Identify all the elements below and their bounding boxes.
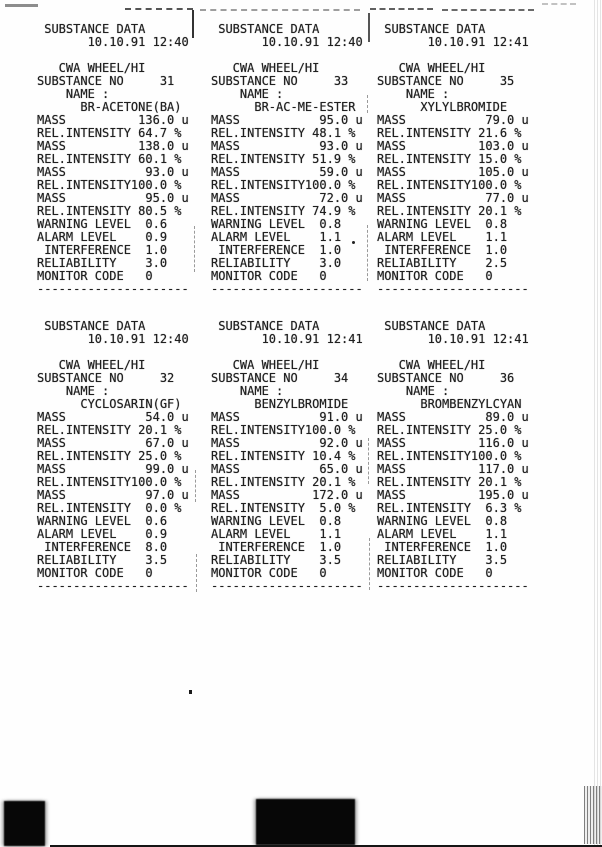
- printout-substance-36: SUBSTANCE DATA 10.10.91 12:41 CWA WHEEL/…: [377, 319, 529, 593]
- registration-mark-left: [4, 801, 45, 846]
- scan-fold-line-top-b: [200, 9, 360, 11]
- scan-noise-bottom-right: [584, 786, 602, 844]
- bottom-scan-line: [50, 845, 602, 847]
- page-separator-1-mid: [194, 226, 195, 272]
- page-separator-2-d: [369, 538, 370, 590]
- page-separator-1-low: [195, 470, 196, 502]
- scan-dots-top-right: [542, 3, 576, 5]
- scan-fold-line-top-d: [442, 9, 534, 11]
- scan-fold-line-top-c: [370, 8, 433, 10]
- scan-fold-line-top-a: [125, 8, 193, 10]
- registration-mark-center: [256, 799, 355, 845]
- printout-substance-35: SUBSTANCE DATA 10.10.91 12:41 CWA WHEEL/…: [377, 22, 529, 296]
- page-separator-2-c: [368, 438, 369, 484]
- printout-substance-34: SUBSTANCE DATA 10.10.91 12:41 CWA WHEEL/…: [211, 319, 363, 593]
- speck-artifact: [189, 690, 192, 694]
- printout-substance-33: SUBSTANCE DATA 10.10.91 12:40 CWA WHEEL/…: [211, 22, 363, 296]
- page-separator-2-top: [368, 13, 370, 42]
- scan-noise-right-edge: [594, 0, 602, 847]
- scan-mark-top-left: [5, 4, 38, 7]
- page-separator-1-top: [192, 10, 194, 38]
- page-separator-1-bottom: [196, 554, 197, 592]
- printout-substance-31: SUBSTANCE DATA 10.10.91 12:40 CWA WHEEL/…: [37, 22, 189, 296]
- page-separator-2-b: [367, 225, 368, 281]
- printout-substance-32: SUBSTANCE DATA 10.10.91 12:40 CWA WHEEL/…: [37, 319, 189, 593]
- print-dot-artifact: [352, 241, 355, 244]
- page-separator-2-a: [367, 95, 368, 113]
